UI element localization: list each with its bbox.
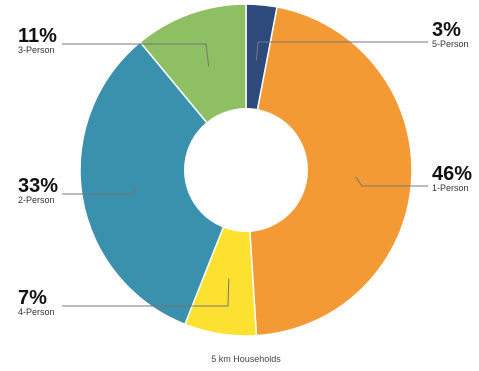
pct-label-5-person: 3%: [432, 19, 461, 41]
pct-label-3-person: 11%: [18, 25, 57, 47]
slice-1-person: [245, 6, 413, 337]
leader-lines-group: [62, 41, 428, 307]
leader-line-1-person: [355, 176, 428, 187]
category-label-5-person: 5-Person: [432, 39, 469, 49]
category-label-4-person: 4-Person: [18, 307, 55, 317]
category-label-3-person: 3-Person: [18, 45, 55, 55]
pct-label-1-person: 46%: [432, 163, 472, 185]
labels-group: 3%5-Person 46%1-Person 7%4-Person 33%2-Pers…: [18, 19, 472, 317]
slice-2-person: [79, 41, 247, 326]
chart-caption: 5 km Households: [211, 354, 281, 364]
donut-hole: [184, 108, 308, 232]
leader-line-5-person: [255, 41, 428, 61]
category-label-1-person: 1-Person: [432, 183, 469, 193]
pct-label-4-person: 7%: [18, 287, 47, 309]
leader-line-2-person: [62, 186, 138, 195]
category-label-2-person: 2-Person: [18, 195, 55, 205]
leader-line-3-person: [62, 43, 210, 67]
pct-label-2-person: 33%: [18, 175, 58, 197]
leader-line-4-person: [62, 278, 230, 307]
